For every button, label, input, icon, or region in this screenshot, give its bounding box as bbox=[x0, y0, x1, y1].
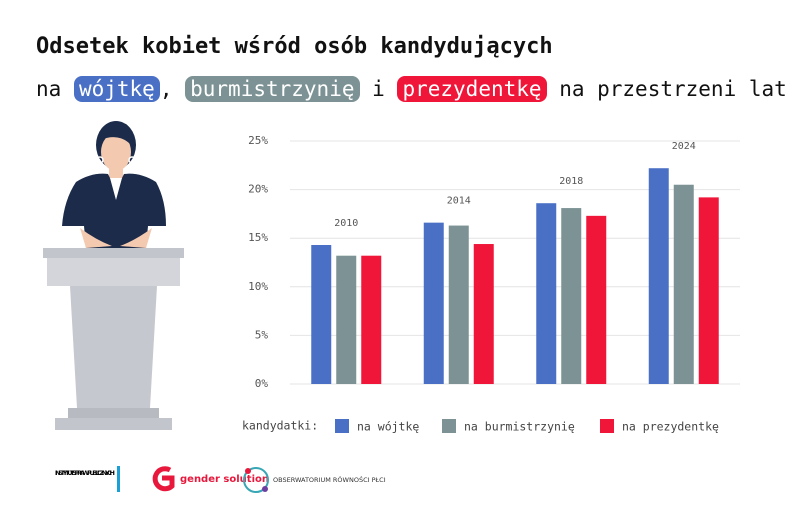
logo-text: INSTYTUT SPRAW PUBLICZNYCH bbox=[55, 469, 115, 477]
chart-subtitle: na wójtkę, burmistrzynię i prezydentkę n… bbox=[36, 76, 787, 102]
illustration bbox=[43, 121, 184, 430]
bar bbox=[473, 244, 494, 384]
subtitle-highlight: prezydentkę bbox=[397, 76, 547, 102]
bar bbox=[311, 245, 332, 384]
legend-label: na prezydentkę bbox=[622, 420, 719, 434]
legend-label: na wójtkę bbox=[357, 420, 419, 434]
subtitle-text: na bbox=[36, 77, 62, 101]
legend-swatch bbox=[442, 419, 456, 433]
bar bbox=[673, 184, 694, 384]
y-tick-label: 20% bbox=[248, 183, 268, 196]
subtitle-text: na przestrzeni lat bbox=[559, 77, 787, 101]
category-label: 2014 bbox=[447, 196, 471, 207]
subtitle-text: , bbox=[159, 77, 173, 101]
subtitle-highlight: burmistrzynię bbox=[185, 76, 360, 102]
category-label: 2018 bbox=[559, 176, 583, 187]
bar bbox=[648, 168, 669, 384]
bar bbox=[423, 222, 444, 384]
bar bbox=[448, 225, 469, 384]
y-tick-label: 25% bbox=[248, 134, 268, 147]
logos: INSTYTUT SPRAW PUBLICZNYCH gender soluti… bbox=[55, 466, 386, 493]
y-tick-label: 5% bbox=[255, 328, 269, 341]
logo-text: gender solution bbox=[180, 474, 269, 485]
y-tick-label: 15% bbox=[248, 231, 268, 244]
bar bbox=[586, 215, 607, 384]
bar bbox=[561, 208, 582, 384]
category-label: 2010 bbox=[334, 218, 358, 229]
legend-swatch bbox=[600, 419, 614, 433]
chart-title: Odsetek kobiet wśród osób kandydujących bbox=[36, 34, 553, 59]
subtitle-highlight: wójtkę bbox=[73, 76, 160, 102]
logo-text: OBSERWATORIUM RÓWNOŚCI PŁCI bbox=[273, 475, 386, 484]
bar bbox=[536, 203, 557, 384]
category-label: 2024 bbox=[672, 141, 696, 152]
bar bbox=[361, 255, 382, 384]
legend-label: na burmistrzynię bbox=[464, 420, 575, 434]
bar bbox=[336, 255, 357, 384]
y-tick-label: 0% bbox=[255, 377, 269, 390]
legend-swatch bbox=[335, 419, 349, 433]
y-tick-label: 10% bbox=[248, 280, 268, 293]
subtitle-text: i bbox=[372, 77, 385, 101]
bar bbox=[698, 197, 719, 384]
legend-title: kandydatki: bbox=[242, 419, 318, 433]
